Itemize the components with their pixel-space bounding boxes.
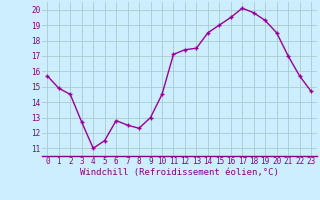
X-axis label: Windchill (Refroidissement éolien,°C): Windchill (Refroidissement éolien,°C) — [80, 168, 279, 177]
